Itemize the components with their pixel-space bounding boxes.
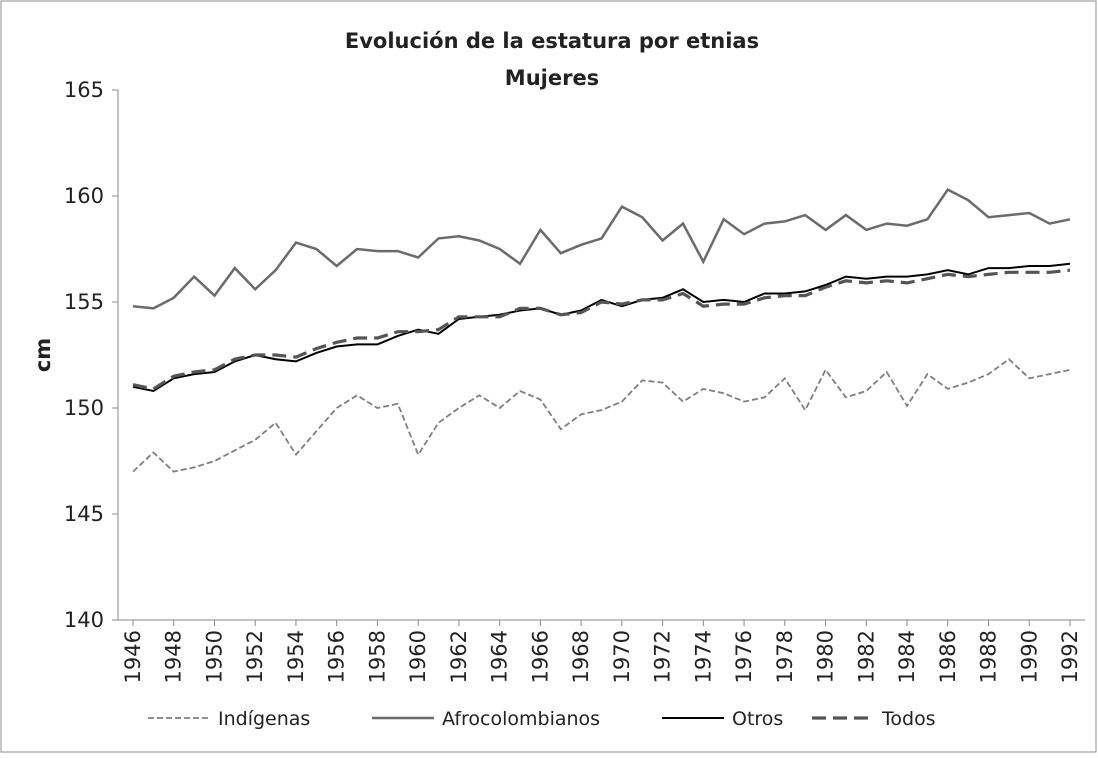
x-tick-label: 1992 xyxy=(1058,630,1082,683)
y-tick-label: 155 xyxy=(64,290,104,314)
data-line xyxy=(132,262,1071,393)
legend-label: Afrocolombianos xyxy=(442,708,600,730)
y-axis-label: cm xyxy=(31,338,55,372)
chart-title: Evolución de la estatura por etnias xyxy=(345,29,759,53)
x-tick-label: 1978 xyxy=(773,630,797,683)
legend-label: Todos xyxy=(881,708,936,730)
x-tick-label: 1962 xyxy=(447,630,471,683)
y-tick-label: 150 xyxy=(64,396,104,420)
x-tick-label: 1982 xyxy=(854,630,878,683)
x-tick-label: 1990 xyxy=(1017,630,1041,683)
x-tick-label: 1972 xyxy=(651,630,675,683)
x-tick-label: 1980 xyxy=(814,630,838,683)
x-tick-label: 1984 xyxy=(895,630,919,683)
data-line xyxy=(132,358,1071,473)
x-tick-label: 1970 xyxy=(610,630,634,683)
y-tick-label: 165 xyxy=(64,78,104,102)
x-tick-label: 1952 xyxy=(243,630,267,683)
legend-label: Indígenas xyxy=(218,708,310,730)
x-tick-label: 1960 xyxy=(406,630,430,683)
data-line xyxy=(132,187,1071,310)
x-tick-label: 1950 xyxy=(202,630,226,683)
y-tick-label: 140 xyxy=(64,608,104,632)
chart-subtitle: Mujeres xyxy=(505,66,599,90)
x-tick-label: 1988 xyxy=(977,630,1001,683)
x-tick-label: 1964 xyxy=(488,630,512,683)
x-tick-label: 1968 xyxy=(569,630,593,683)
x-tick-label: 1974 xyxy=(691,630,715,683)
x-tick-label: 1946 xyxy=(121,630,145,683)
legend-label: Otros xyxy=(732,708,783,730)
x-tick-label: 1958 xyxy=(365,630,389,683)
x-tick-label: 1954 xyxy=(284,630,308,683)
x-tick-label: 1976 xyxy=(732,630,756,683)
y-tick-label: 145 xyxy=(64,502,104,526)
x-tick-label: 1948 xyxy=(162,630,186,683)
x-tick-label: 1956 xyxy=(325,630,349,683)
y-tick-label: 160 xyxy=(64,184,104,208)
data-line xyxy=(132,268,1071,391)
x-tick-label: 1966 xyxy=(528,630,552,683)
x-tick-label: 1986 xyxy=(936,630,960,683)
